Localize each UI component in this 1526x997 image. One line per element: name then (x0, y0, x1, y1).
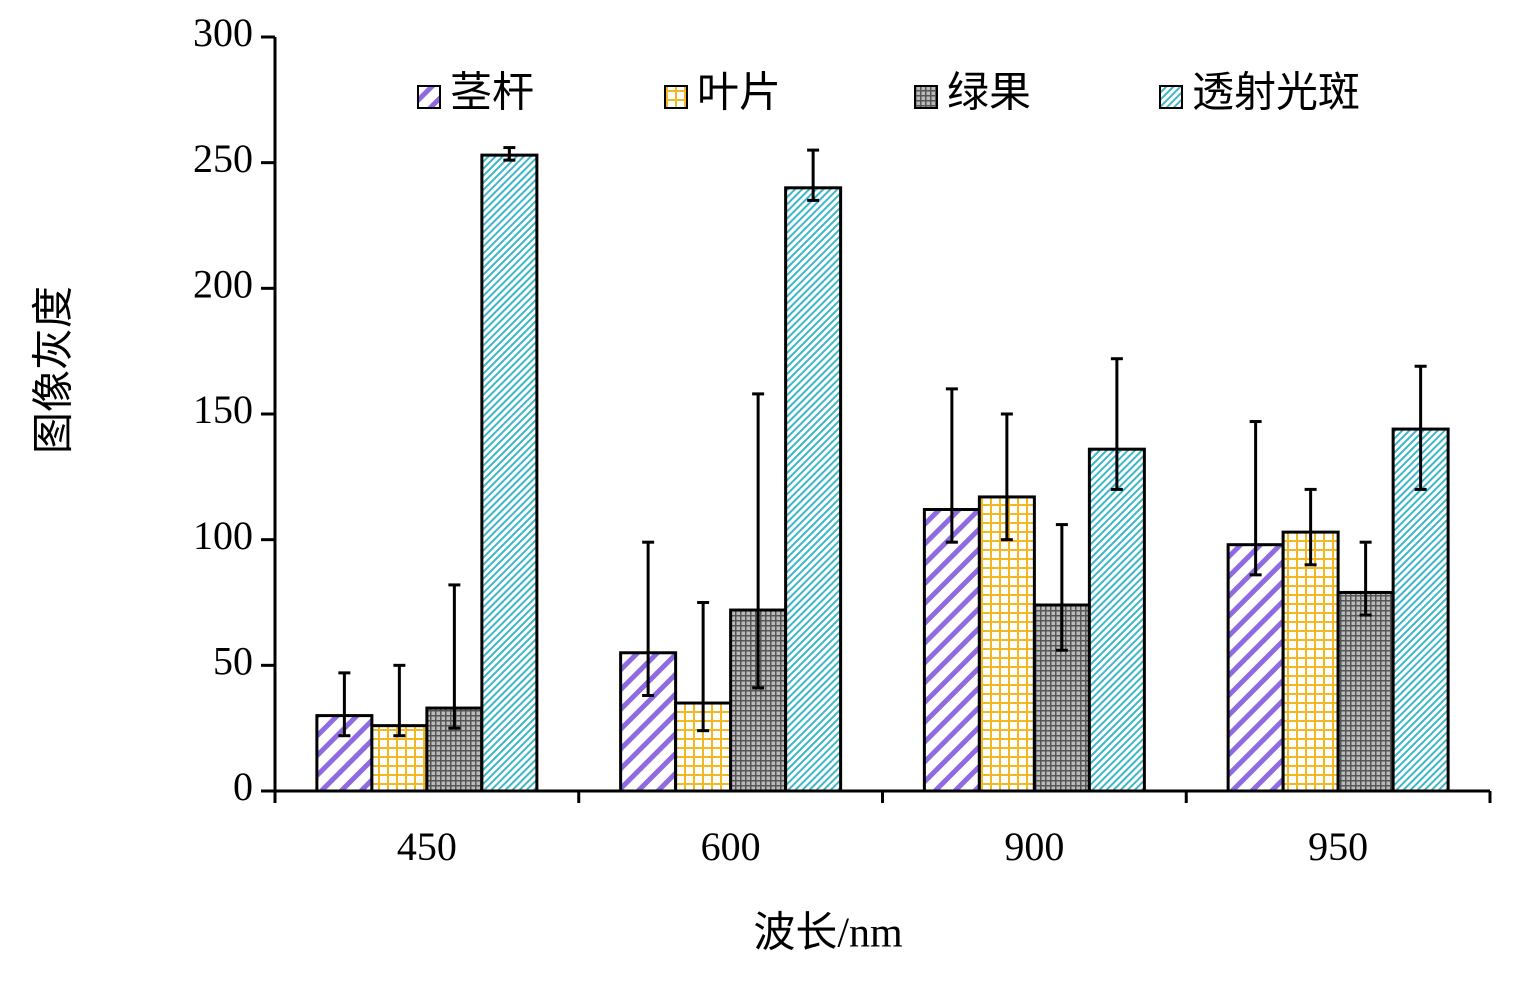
error-bar (1055, 523, 1068, 652)
error-bar (1304, 487, 1317, 567)
bar (922, 508, 981, 793)
error-bar (697, 601, 710, 733)
x-tick-label: 600 (701, 824, 761, 869)
bar (480, 153, 539, 793)
y-tick-label: 100 (193, 513, 253, 558)
y-axis-title: 图像灰度 (32, 286, 78, 454)
legend-swatch (417, 85, 441, 109)
error-bar (642, 540, 655, 697)
error-bar (945, 387, 958, 544)
error-bar (1249, 420, 1262, 577)
x-tick-label: 950 (1308, 824, 1368, 869)
legend-swatch (914, 85, 938, 109)
legend-swatch (664, 85, 688, 109)
bar (1226, 543, 1285, 793)
x-tick-label: 900 (1004, 824, 1064, 869)
bar (1281, 530, 1340, 793)
y-tick-label: 300 (193, 10, 253, 55)
legend-label: 叶片 (697, 71, 781, 117)
error-bar (338, 671, 351, 738)
x-axis-title: 波长/nm (753, 911, 903, 957)
error-bar (1110, 357, 1123, 491)
bar (1336, 590, 1395, 793)
legend-label: 茎杆 (450, 71, 534, 117)
bar (977, 495, 1036, 793)
y-tick-label: 0 (233, 764, 253, 809)
error-bar (807, 148, 820, 202)
error-bar (448, 583, 461, 730)
bar (1087, 447, 1146, 793)
bar (784, 186, 843, 793)
error-bar (1414, 364, 1427, 491)
legend-swatch (1159, 85, 1183, 109)
error-bar (393, 663, 406, 738)
y-tick-label: 250 (193, 136, 253, 181)
legend-label: 绿果 (947, 71, 1031, 117)
error-bar (752, 392, 765, 690)
y-tick-label: 50 (213, 639, 253, 684)
error-bar (503, 146, 516, 162)
error-bar (1359, 540, 1372, 617)
y-tick-label: 150 (193, 387, 253, 432)
y-tick-label: 200 (193, 262, 253, 307)
legend-label: 透射光斑 (1192, 71, 1360, 117)
x-tick-label: 450 (397, 824, 457, 869)
error-bar (1000, 412, 1013, 542)
bar (370, 724, 429, 793)
